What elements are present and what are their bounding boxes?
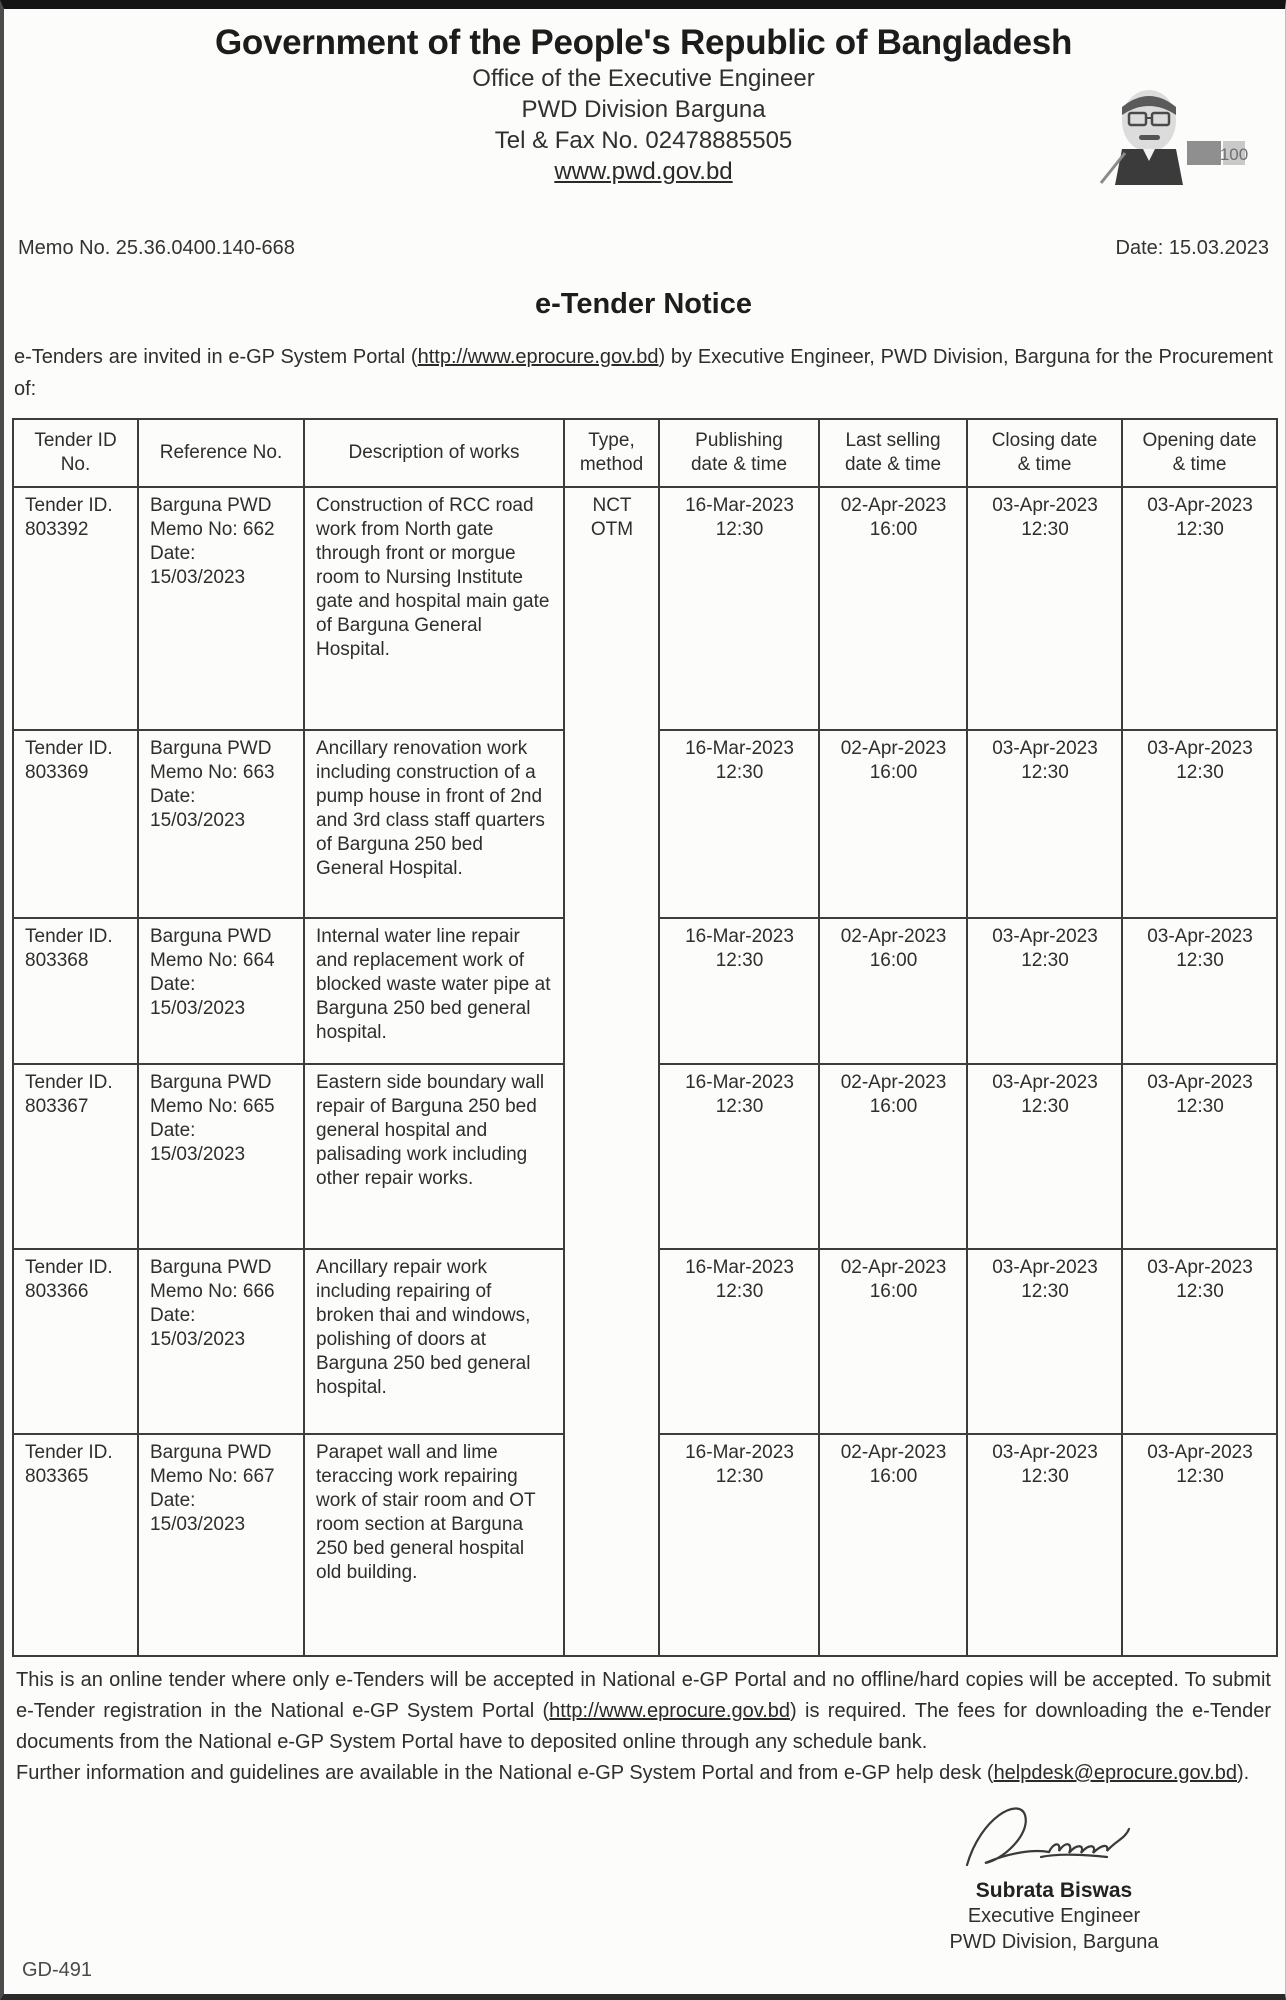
column-header-tender-id: Tender ID No.: [12, 418, 139, 488]
closing-cell: 03-Apr-2023 12:30: [966, 1433, 1123, 1657]
tender-id-cell: Tender ID. 803366: [12, 1248, 139, 1435]
table-row: Tender ID. 803367 Barguna PWD Memo No: 6…: [12, 1063, 1278, 1250]
mujib-100-logo-icon: 100: [1099, 90, 1248, 185]
tender-id-cell: Tender ID. 803392: [12, 486, 139, 731]
closing-cell: 03-Apr-2023 12:30: [966, 1248, 1123, 1435]
column-header-closing: Closing date & time: [966, 418, 1123, 488]
description-cell: Ancillary renovation work including cons…: [303, 729, 565, 919]
helpdesk-email-link[interactable]: helpdesk@eprocure.gov.bd: [993, 1762, 1237, 1784]
table-row: Tender ID. 803366 Barguna PWD Memo No: 6…: [12, 1248, 1278, 1435]
document-header: Government of the People's Republic of B…: [12, 23, 1275, 187]
intro-text-pre: e-Tenders are invited in e-GP System Por…: [14, 346, 418, 368]
eprocure-portal-link-2[interactable]: http://www.eprocure.gov.bd: [549, 1700, 791, 1722]
tender-id-cell: Tender ID. 803368: [12, 917, 139, 1065]
publishing-cell: 16-Mar-2023 12:30: [658, 486, 820, 731]
closing-cell: 03-Apr-2023 12:30: [966, 729, 1123, 919]
notice-title: e-Tender Notice: [534, 288, 752, 320]
signatory-title: Executive Engineer: [967, 1905, 1141, 1927]
intro-text-post: ) by Executive Engineer, PWD Division, B…: [14, 346, 1273, 400]
description-cell: Parapet wall and lime teraccing work rep…: [303, 1433, 565, 1657]
signatory-division: PWD Division, Barguna: [949, 1931, 1159, 1953]
memo-row: Memo No. 25.36.0400.140-668 Date: 15.03.…: [12, 237, 1275, 260]
tender-id-cell: Tender ID. 803369: [12, 729, 139, 919]
reference-cell: Barguna PWD Memo No: 667 Date: 15/03/202…: [137, 1433, 305, 1657]
publishing-cell: 16-Mar-2023 12:30: [658, 1433, 820, 1657]
description-cell: Ancillary repair work including repairin…: [303, 1248, 565, 1435]
opening-cell: 03-Apr-2023 12:30: [1121, 1063, 1278, 1250]
intro-paragraph: e-Tenders are invited in e-GP System Por…: [14, 341, 1273, 405]
tender-table: Tender ID No. Reference No. Description …: [12, 418, 1278, 1657]
publishing-cell: 16-Mar-2023 12:30: [658, 1063, 820, 1250]
reference-cell: Barguna PWD Memo No: 666 Date: 15/03/202…: [137, 1248, 305, 1435]
closing-notes: This is an online tender where only e-Te…: [14, 1665, 1273, 1789]
publishing-cell: 16-Mar-2023 12:30: [658, 917, 820, 1065]
reference-cell: Barguna PWD Memo No: 663 Date: 15/03/202…: [137, 729, 305, 919]
closing-paragraph-2: Further information and guidelines are a…: [16, 1758, 1271, 1789]
closing-2-text-pre: Further information and guidelines are a…: [16, 1762, 994, 1784]
column-header-reference: Reference No.: [137, 418, 305, 488]
office-line: Office of the Executive Engineer: [472, 65, 815, 92]
opening-cell: 03-Apr-2023 12:30: [1121, 1248, 1278, 1435]
description-cell: Construction of RCC road work from North…: [303, 486, 565, 731]
last-selling-cell: 02-Apr-2023 16:00: [818, 729, 968, 919]
publishing-cell: 16-Mar-2023 12:30: [658, 1248, 820, 1435]
table-header-row: Tender ID No. Reference No. Description …: [12, 418, 1278, 488]
svg-text:100: 100: [1220, 145, 1248, 164]
opening-cell: 03-Apr-2023 12:30: [1121, 1433, 1278, 1657]
last-selling-cell: 02-Apr-2023 16:00: [818, 1063, 968, 1250]
column-header-type-method: Type, method: [563, 418, 660, 488]
closing-2-text-post: ).: [1236, 1762, 1250, 1784]
signature-area: Subrata Biswas Executive Engineer PWD Di…: [12, 1795, 1275, 1955]
closing-cell: 03-Apr-2023 12:30: [966, 1063, 1123, 1250]
publishing-cell: 16-Mar-2023 12:30: [658, 729, 820, 919]
gd-number: GD-491: [22, 1959, 93, 1981]
column-header-publishing: Publishing date & time: [658, 418, 820, 488]
column-header-description: Description of works: [303, 418, 565, 488]
tender-id-cell: Tender ID. 803365: [12, 1433, 139, 1657]
reference-cell: Barguna PWD Memo No: 664 Date: 15/03/202…: [137, 917, 305, 1065]
column-header-last-selling: Last selling date & time: [818, 418, 968, 488]
division-line: PWD Division Barguna: [521, 96, 766, 123]
table-row: Tender ID. 803365 Barguna PWD Memo No: 6…: [12, 1433, 1278, 1657]
description-cell: Internal water line repair and replaceme…: [303, 917, 565, 1065]
last-selling-cell: 02-Apr-2023 16:00: [818, 1433, 968, 1657]
government-title: Government of the People's Republic of B…: [214, 23, 1073, 62]
signatory-name: Subrata Biswas: [975, 1879, 1133, 1902]
memo-number: Memo No. 25.36.0400.140-668: [18, 237, 295, 259]
tel-fax-line: Tel & Fax No. 02478885505: [494, 127, 793, 154]
table-row: Tender ID. 803369 Barguna PWD Memo No: 6…: [12, 729, 1278, 919]
opening-cell: 03-Apr-2023 12:30: [1121, 729, 1278, 919]
eprocure-portal-link[interactable]: http://www.eprocure.gov.bd: [417, 346, 659, 368]
tender-id-cell: Tender ID. 803367: [12, 1063, 139, 1250]
column-header-opening: Opening date & time: [1121, 418, 1278, 488]
reference-cell: Barguna PWD Memo No: 662 Date: 15/03/202…: [137, 486, 305, 731]
opening-cell: 03-Apr-2023 12:30: [1121, 917, 1278, 1065]
pwd-website-link[interactable]: www.pwd.gov.bd: [554, 158, 733, 185]
last-selling-cell: 02-Apr-2023 16:00: [818, 917, 968, 1065]
closing-1-text-pre: This is an online tender where only e-Te…: [16, 1669, 1271, 1722]
table-row: Tender ID. 803392 Barguna PWD Memo No: 6…: [12, 486, 1278, 1657]
last-selling-cell: 02-Apr-2023 16:00: [818, 1248, 968, 1435]
last-selling-cell: 02-Apr-2023 16:00: [818, 486, 968, 731]
signature-scribble: [965, 1807, 1131, 1867]
closing-paragraph-1: This is an online tender where only e-Te…: [16, 1665, 1271, 1758]
reference-cell: Barguna PWD Memo No: 665 Date: 15/03/202…: [137, 1063, 305, 1250]
closing-1-text-post: ) is required. The fees for downloading …: [16, 1700, 1271, 1753]
memo-date: Date: 15.03.2023: [1115, 237, 1269, 259]
closing-cell: 03-Apr-2023 12:30: [966, 486, 1123, 731]
type-method-cell: NCT OTM: [563, 486, 660, 1657]
closing-cell: 03-Apr-2023 12:30: [966, 917, 1123, 1065]
opening-cell: 03-Apr-2023 12:30: [1121, 486, 1278, 731]
description-cell: Eastern side boundary wall repair of Bar…: [303, 1063, 565, 1250]
table-row: Tender ID. 803368 Barguna PWD Memo No: 6…: [12, 917, 1278, 1065]
